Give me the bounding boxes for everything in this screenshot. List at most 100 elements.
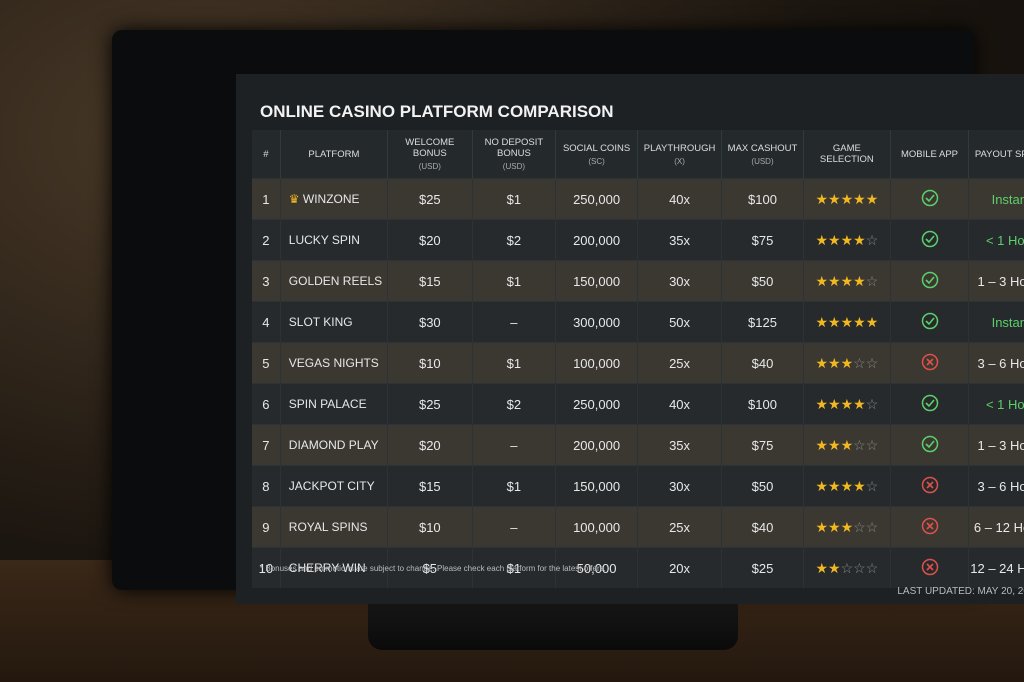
crown-icon: ♛ xyxy=(288,192,303,206)
rank: 7 xyxy=(262,437,270,453)
payout-cell: 6 – 12 Hours xyxy=(968,506,1024,548)
star: ☆ xyxy=(865,354,879,371)
coins-cell: 200,000 xyxy=(555,424,638,466)
coins: 250,000 xyxy=(573,191,621,207)
playthrough: 25x xyxy=(669,355,691,371)
welcome: $20 xyxy=(418,232,441,248)
check-icon xyxy=(921,312,938,329)
rating-cell: ★★★☆☆ xyxy=(803,424,891,466)
no-deposit-cell: – xyxy=(472,506,557,548)
mobile-app-cell xyxy=(890,465,970,507)
star: ☆ xyxy=(865,477,879,494)
star: ☆ xyxy=(865,272,879,289)
welcome: $20 xyxy=(418,437,441,453)
star: ★ xyxy=(840,518,854,535)
column-header: SOCIAL COINS (SC) xyxy=(555,130,638,179)
playthrough: 40x xyxy=(669,396,691,412)
star: ★ xyxy=(828,477,841,494)
coins-cell: 200,000 xyxy=(555,219,638,261)
rank: 2 xyxy=(262,232,270,248)
cross-icon xyxy=(921,517,938,534)
star: ☆ xyxy=(865,231,879,248)
table-row: 6 SPIN PALACE $25 $2 250,000 40x $100 ★★★★☆ < 1 … xyxy=(252,383,1024,425)
rank-cell: 3 xyxy=(252,260,281,302)
star-rating: ★★★★★ xyxy=(815,313,878,330)
max-cashout: $50 xyxy=(751,273,774,289)
platform-cell: VEGAS NIGHTS xyxy=(280,342,388,384)
playthrough: 25x xyxy=(669,519,691,535)
coins: 200,000 xyxy=(573,232,621,248)
rating-cell: ★★★☆☆ xyxy=(803,342,891,384)
star: ★ xyxy=(815,313,828,330)
coins: 300,000 xyxy=(573,314,621,330)
platform: LUCKY SPIN xyxy=(288,233,360,247)
max-cashout-cell: $75 xyxy=(721,219,804,261)
star: ★ xyxy=(828,559,841,576)
max-cashout-cell: $50 xyxy=(721,465,804,507)
no-deposit: – xyxy=(510,437,518,453)
header-label: MOBILE APP xyxy=(900,148,959,160)
no-deposit-cell: – xyxy=(472,424,557,466)
table-row: 10 CHERRY WIN $5 $1 50,000 20x $25 ★★☆☆☆ 12 – 24… xyxy=(252,547,1024,588)
star: ★ xyxy=(828,190,841,207)
no-deposit: $2 xyxy=(506,396,522,412)
payout: Instant xyxy=(991,191,1024,207)
platform-cell: ROYAL SPINS xyxy=(280,506,388,548)
payout: 3 – 6 Hours xyxy=(977,355,1024,371)
check-icon xyxy=(921,435,938,452)
rank-cell: 7 xyxy=(252,424,281,466)
no-deposit: – xyxy=(510,314,518,330)
playthrough: 35x xyxy=(669,437,691,453)
table-row: 5 VEGAS NIGHTS $10 $1 100,000 25x $40 ★★★☆☆ 3 – … xyxy=(252,342,1024,384)
playthrough-cell: 50x xyxy=(637,301,723,343)
header-label: SOCIAL COINS xyxy=(562,142,631,154)
star: ★ xyxy=(815,354,828,371)
no-deposit: $2 xyxy=(506,232,522,248)
last-updated: LAST UPDATED: MAY 20, 2024 xyxy=(897,586,1024,597)
no-deposit-cell: $1 xyxy=(472,260,557,302)
column-header: GAME SELECTION xyxy=(803,130,891,179)
welcome: $30 xyxy=(418,314,441,330)
star: ★ xyxy=(815,395,828,412)
welcome-cell: $5 xyxy=(387,547,473,588)
star: ★ xyxy=(815,231,828,248)
playthrough: 50x xyxy=(669,314,691,330)
star-rating: ★★★☆☆ xyxy=(815,518,878,535)
max-cashout: $40 xyxy=(751,519,774,535)
platform: WINZONE xyxy=(302,192,360,206)
no-deposit: $1 xyxy=(506,273,522,289)
star: ★ xyxy=(840,354,854,371)
platform-cell: LUCKY SPIN xyxy=(280,219,388,261)
payout-cell: < 1 Hour xyxy=(968,383,1024,425)
max-cashout-cell: $25 xyxy=(721,547,804,588)
star: ★ xyxy=(853,395,866,412)
star-rating: ★★★★☆ xyxy=(815,272,879,289)
rank-cell: 6 xyxy=(252,383,281,425)
star-rating: ★★★★★ xyxy=(815,190,878,207)
payout-cell: 12 – 24 Hours xyxy=(968,547,1024,588)
coins-cell: 300,000 xyxy=(555,301,638,343)
cross-icon xyxy=(921,558,938,575)
mobile-app-cell xyxy=(890,219,970,261)
check-icon xyxy=(921,230,938,247)
check-icon xyxy=(921,271,938,288)
coins: 100,000 xyxy=(573,355,621,371)
mobile-app-cell xyxy=(890,260,970,302)
platform-cell: DIAMOND PLAY xyxy=(280,424,388,466)
coins: 50,000 xyxy=(576,560,617,576)
no-deposit: $1 xyxy=(506,560,522,576)
playthrough-cell: 30x xyxy=(637,465,723,507)
playthrough-cell: 40x xyxy=(637,178,723,220)
cross-icon xyxy=(921,353,938,370)
header-label: WELCOME BONUS xyxy=(405,137,455,159)
column-header: NO DEPOSIT BONUS (USD) xyxy=(472,130,557,179)
star-rating: ★★★★☆ xyxy=(815,477,879,494)
column-header: PLAYTHROUGH (X) xyxy=(637,130,723,179)
platform-cell: CHERRY WIN xyxy=(280,547,388,588)
star: ★ xyxy=(840,190,854,207)
star: ★ xyxy=(815,518,828,535)
platform-cell: ♛ WINZONE xyxy=(280,178,388,220)
platform-cell: SPIN PALACE xyxy=(280,383,388,425)
monitor: ONLINE CASINO PLATFORM COMPARISON # PLATF… xyxy=(112,30,1024,604)
